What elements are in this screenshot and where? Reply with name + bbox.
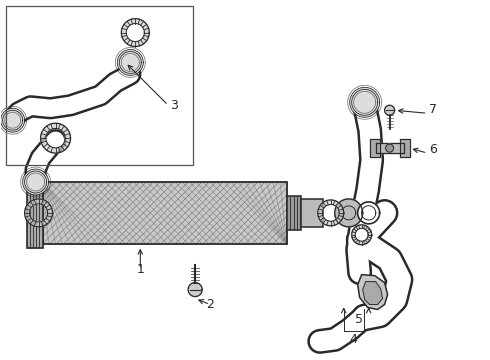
Text: 5: 5 bbox=[355, 313, 363, 326]
Text: 4: 4 bbox=[350, 333, 358, 346]
Polygon shape bbox=[358, 202, 380, 224]
Polygon shape bbox=[318, 200, 343, 226]
Text: 3: 3 bbox=[170, 99, 178, 112]
Bar bbox=[301, 199, 323, 227]
Polygon shape bbox=[335, 199, 363, 227]
Bar bbox=[287, 196, 301, 230]
Text: 2: 2 bbox=[206, 298, 214, 311]
Bar bbox=[43, 182, 287, 244]
Polygon shape bbox=[385, 105, 394, 115]
Text: 6: 6 bbox=[429, 143, 438, 156]
Polygon shape bbox=[358, 275, 388, 310]
Polygon shape bbox=[386, 144, 393, 152]
Text: 7: 7 bbox=[429, 103, 438, 116]
Bar bbox=[26, 178, 43, 248]
Polygon shape bbox=[376, 143, 404, 153]
Polygon shape bbox=[369, 139, 380, 157]
Polygon shape bbox=[119, 50, 142, 75]
Polygon shape bbox=[41, 123, 71, 153]
Polygon shape bbox=[122, 19, 149, 46]
Text: 1: 1 bbox=[136, 263, 144, 276]
Bar bbox=[43, 182, 287, 244]
Polygon shape bbox=[352, 225, 371, 245]
Bar bbox=[6, 6, 193, 165]
Polygon shape bbox=[1, 109, 24, 131]
Polygon shape bbox=[351, 88, 379, 116]
Polygon shape bbox=[363, 282, 383, 305]
Polygon shape bbox=[24, 170, 48, 194]
Polygon shape bbox=[188, 283, 202, 297]
Polygon shape bbox=[399, 139, 410, 157]
Polygon shape bbox=[24, 199, 52, 227]
